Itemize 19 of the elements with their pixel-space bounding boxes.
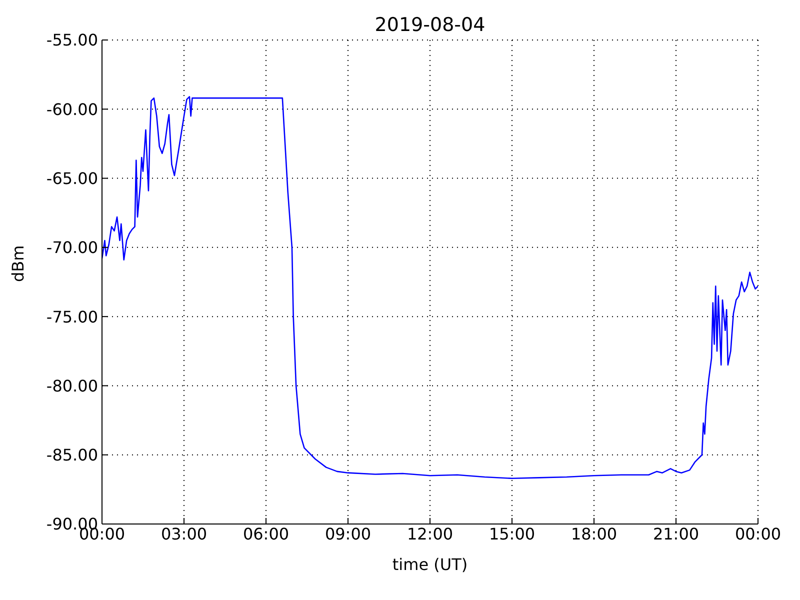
x-axis-title: time (UT) [392, 555, 468, 574]
chart-title: 2019-08-04 [374, 14, 486, 36]
y-tick-label: -55.00 [46, 30, 98, 50]
line-series [102, 96, 758, 480]
x-tick-label: 09:00 [324, 524, 372, 544]
x-tick-label: 03:00 [160, 524, 208, 544]
x-tick-label: 18:00 [570, 524, 618, 544]
y-tick-label: -60.00 [46, 100, 98, 119]
y-tick-label: -65.00 [46, 168, 98, 188]
y-tick-label: -70.00 [46, 238, 98, 258]
y-axis-title: dBm [8, 245, 28, 282]
x-tick-label: 06:00 [242, 524, 290, 544]
x-tick-label: 21:00 [652, 524, 700, 544]
x-tick-label: 15:00 [488, 524, 536, 544]
x-tick-label: 12:00 [406, 524, 454, 544]
y-tick-label: -85.00 [46, 446, 98, 465]
x-tick-label: 00:00 [734, 524, 782, 544]
y-tick-label: -75.00 [46, 307, 98, 326]
y-tick-label: -80.00 [46, 376, 98, 396]
